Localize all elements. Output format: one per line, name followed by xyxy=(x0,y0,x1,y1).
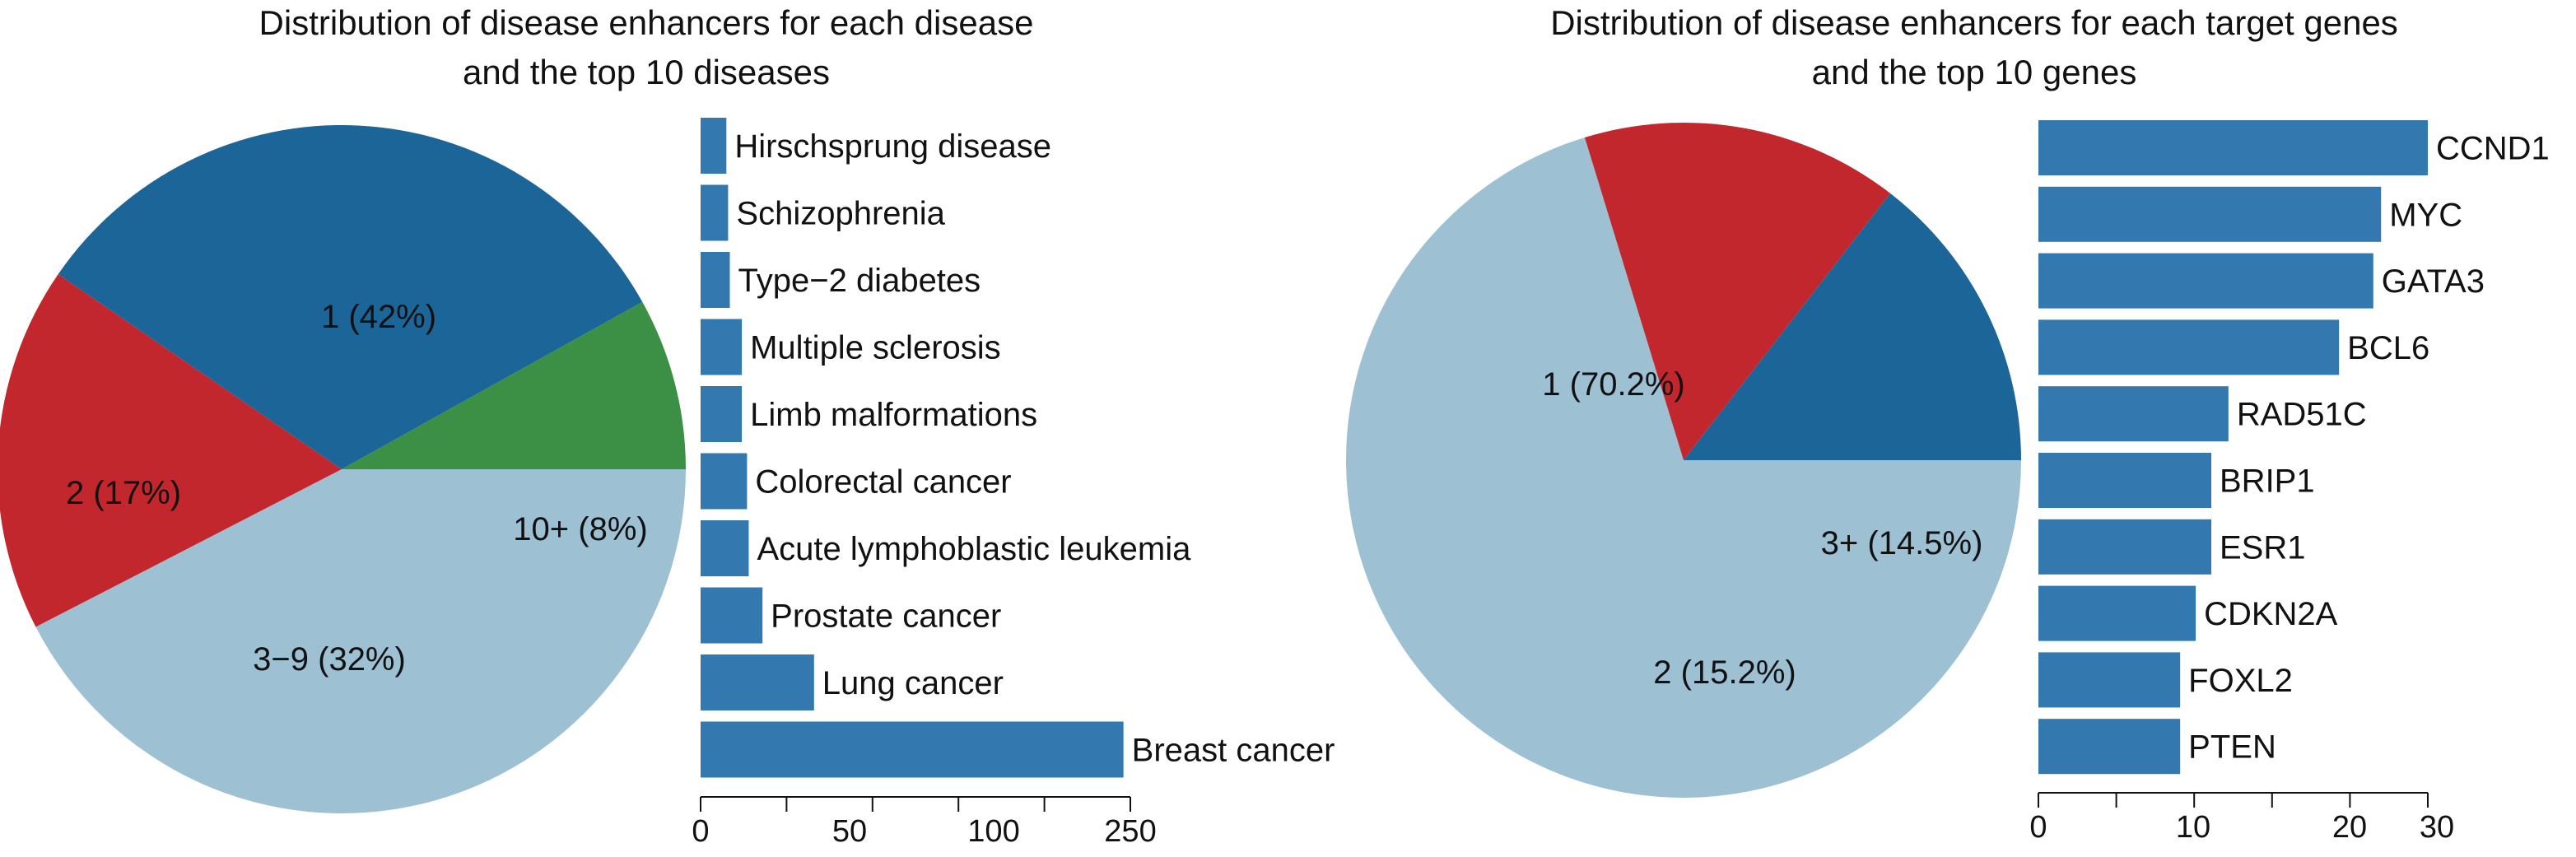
gene-bar xyxy=(2038,253,2373,309)
disease-bar xyxy=(701,184,729,241)
gene-category-label: ESR1 xyxy=(2220,529,2306,566)
gene-pie-title-line-1: Distribution of disease enhancers for ea… xyxy=(1550,3,2398,42)
gene-pie xyxy=(1346,122,2021,798)
disease-pie-panel: Distribution of disease enhancers for ea… xyxy=(0,3,1033,813)
gene-bar xyxy=(2038,585,2196,641)
disease-bar-chart: Hirschsprung disease Schizophrenia Type−2 … xyxy=(692,118,1335,849)
disease-pie-slice-1 xyxy=(35,469,687,813)
disease-x-tick-label: 100 xyxy=(967,814,1019,849)
disease-bar xyxy=(701,721,1124,778)
disease-category-label: Lung cancer xyxy=(822,665,1004,701)
gene-category-label: FOXL2 xyxy=(2188,663,2293,699)
disease-pie xyxy=(0,124,687,813)
gene-pie-label-3: 3+ (14.5%) xyxy=(1821,525,1983,561)
gene-bar xyxy=(2038,453,2212,508)
gene-pie-panel: Distribution of disease enhancers for ea… xyxy=(1346,3,2398,798)
disease-category-label: Colorectal cancer xyxy=(755,464,1011,501)
gene-bar-chart: CCND1 MYC GATA3 BCL6 RAD51C BRIP1 ESR1 CDKN2A FO… xyxy=(2029,120,2550,845)
gene-category-label: GATA3 xyxy=(2382,263,2485,300)
gene-pie-label-1: 1 (70.2%) xyxy=(1542,366,1684,403)
disease-bar xyxy=(701,520,749,576)
gene-category-label: PTEN xyxy=(2188,729,2276,766)
disease-pie-title-line-1: Distribution of disease enhancers for ea… xyxy=(259,3,1034,42)
disease-bar xyxy=(701,252,730,308)
gene-bar xyxy=(2038,652,2181,708)
disease-category-label: Multiple sclerosis xyxy=(750,330,1001,366)
gene-pie-label-2: 2 (15.2%) xyxy=(1653,654,1796,691)
disease-category-label: Breast cancer xyxy=(1132,733,1335,769)
gene-pie-slice-3 xyxy=(1684,193,2021,460)
disease-category-label: Type−2 diabetes xyxy=(738,263,981,299)
gene-category-label: RAD51C xyxy=(2237,397,2367,433)
disease-pie-slice-4 xyxy=(342,301,686,469)
gene-x-tick-label: 0 xyxy=(2029,810,2047,845)
gene-bar xyxy=(2038,386,2229,442)
gene-category-label: CCND1 xyxy=(2436,131,2550,167)
gene-x-tick-label: 30 xyxy=(2420,810,2454,845)
gene-x-tick-label: 20 xyxy=(2332,810,2367,845)
disease-category-label: Hirschsprung disease xyxy=(734,128,1051,165)
disease-pie-label-1: 1 (42%) xyxy=(321,299,436,335)
disease-bar xyxy=(701,453,748,510)
gene-bar xyxy=(2038,186,2382,242)
disease-bar xyxy=(701,654,814,710)
disease-pie-label-2: 2 (17%) xyxy=(66,475,181,511)
gene-pie-title-line-2: and the top 10 genes xyxy=(1812,53,2137,91)
disease-bar xyxy=(701,386,743,442)
disease-pie-slice-3 xyxy=(58,124,643,469)
gene-bar xyxy=(2038,120,2428,175)
disease-category-label: Schizophrenia xyxy=(736,196,945,232)
disease-category-label: Prostate cancer xyxy=(771,599,1001,635)
gene-bar xyxy=(2038,719,2181,775)
disease-category-label: Limb malformations xyxy=(750,397,1037,433)
disease-bar xyxy=(701,118,727,174)
disease-bar xyxy=(701,587,763,644)
disease-pie-slice-2 xyxy=(0,273,342,627)
gene-bar xyxy=(2038,319,2340,375)
disease-category-label: Acute lymphoblastic leukemia xyxy=(757,531,1191,567)
disease-x-tick-label: 250 xyxy=(1104,814,1156,849)
disease-x-tick-label: 50 xyxy=(832,814,867,849)
gene-category-label: CDKN2A xyxy=(2204,596,2338,632)
gene-pie-slice-1 xyxy=(1346,137,2021,798)
gene-category-label: BCL6 xyxy=(2347,330,2429,366)
disease-pie-label-4: 10+ (8%) xyxy=(513,511,647,547)
gene-pie-slice-2 xyxy=(1584,122,1890,460)
gene-category-label: BRIP1 xyxy=(2220,463,2315,500)
gene-x-tick-label: 10 xyxy=(2176,810,2210,845)
gene-category-label: MYC xyxy=(2389,197,2462,233)
disease-pie-label-3: 3−9 (32%) xyxy=(253,641,406,678)
gene-bar xyxy=(2038,519,2212,575)
disease-bar xyxy=(701,319,743,375)
disease-x-tick-label: 0 xyxy=(692,814,709,849)
disease-pie-title-line-2: and the top 10 diseases xyxy=(463,53,830,91)
